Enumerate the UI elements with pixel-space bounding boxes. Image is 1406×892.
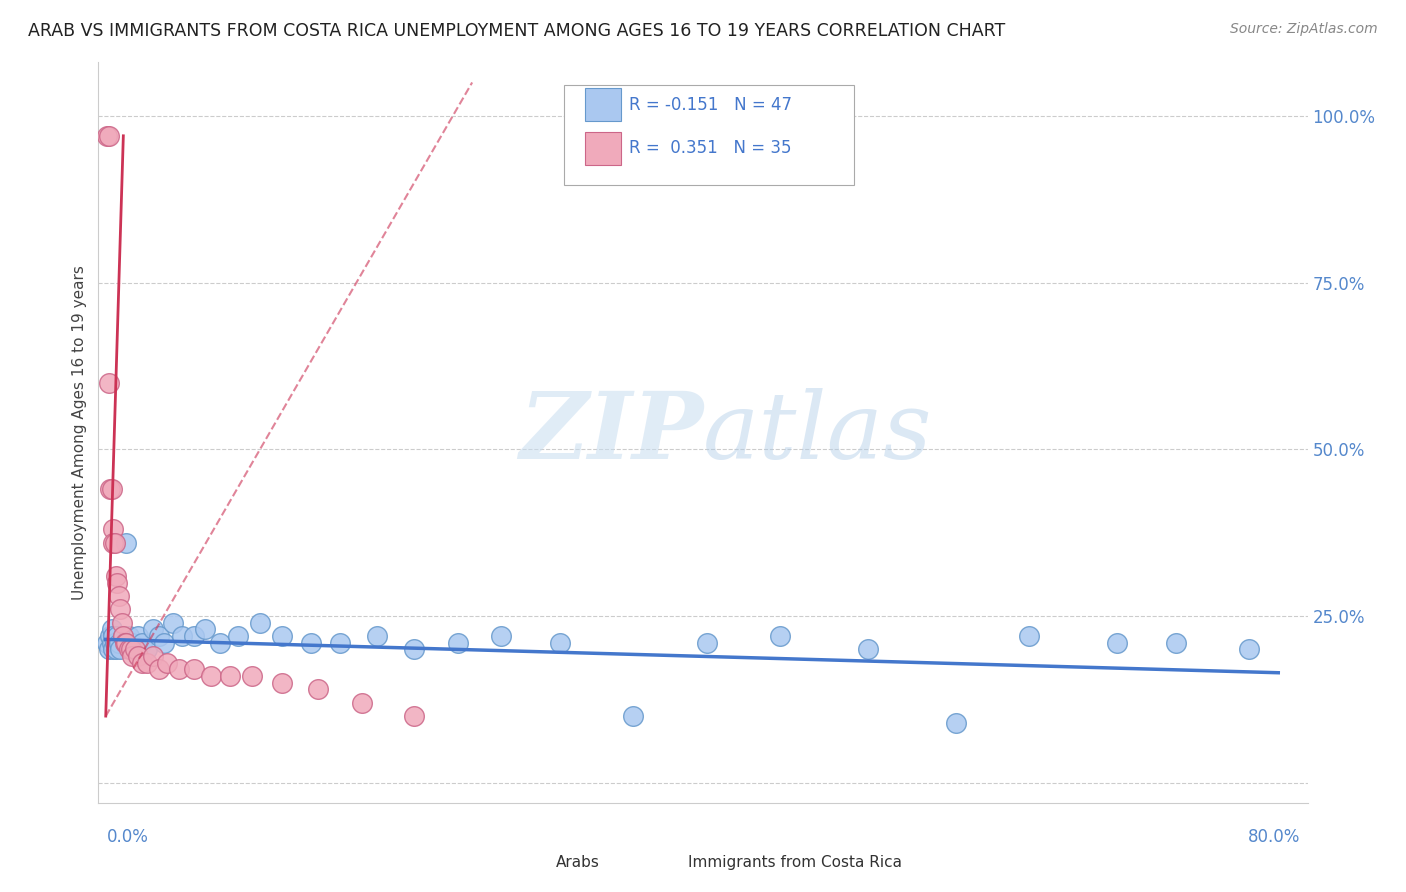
Point — [107, 575, 129, 590]
Point — [108, 589, 131, 603]
Point — [127, 648, 149, 663]
Point — [1105, 636, 1128, 650]
Point — [170, 629, 193, 643]
Point — [249, 615, 271, 630]
Text: R = -0.151   N = 47: R = -0.151 N = 47 — [630, 95, 792, 113]
Point — [209, 636, 232, 650]
Text: atlas: atlas — [703, 388, 932, 477]
Point — [97, 128, 120, 143]
Point — [270, 675, 292, 690]
Point — [101, 535, 124, 549]
Point — [148, 662, 170, 676]
Point — [162, 615, 184, 630]
Point — [194, 623, 217, 637]
FancyBboxPatch shape — [654, 848, 682, 874]
Point — [96, 636, 118, 650]
Point — [100, 623, 122, 637]
Point — [115, 636, 138, 650]
Point — [131, 636, 153, 650]
Point — [153, 636, 176, 650]
Text: ARAB VS IMMIGRANTS FROM COSTA RICA UNEMPLOYMENT AMONG AGES 16 TO 19 YEARS CORREL: ARAB VS IMMIGRANTS FROM COSTA RICA UNEMP… — [28, 22, 1005, 40]
Point — [219, 669, 242, 683]
Point — [156, 656, 179, 670]
Point — [402, 709, 425, 723]
Point — [352, 696, 374, 710]
Point — [100, 483, 122, 497]
Text: ZIP: ZIP — [519, 388, 703, 477]
Text: 0.0%: 0.0% — [107, 828, 149, 847]
FancyBboxPatch shape — [585, 132, 621, 165]
Point — [945, 715, 967, 730]
Point — [105, 642, 128, 657]
Point — [329, 636, 352, 650]
Text: Immigrants from Costa Rica: Immigrants from Costa Rica — [689, 855, 903, 870]
Point — [200, 669, 222, 683]
Point — [240, 669, 263, 683]
Point — [114, 636, 136, 650]
Point — [1018, 629, 1040, 643]
Point — [98, 483, 121, 497]
Point — [105, 569, 128, 583]
Point — [108, 636, 131, 650]
Point — [103, 636, 125, 650]
Text: R =  0.351   N = 35: R = 0.351 N = 35 — [630, 139, 792, 157]
Point — [110, 602, 132, 616]
Point — [97, 642, 120, 657]
Point — [1164, 636, 1187, 650]
FancyBboxPatch shape — [520, 848, 550, 874]
Point — [491, 629, 513, 643]
Text: Arabs: Arabs — [555, 855, 599, 870]
Point — [112, 629, 135, 643]
Point — [110, 642, 132, 657]
Y-axis label: Unemployment Among Ages 16 to 19 years: Unemployment Among Ages 16 to 19 years — [72, 265, 87, 600]
Point — [148, 629, 170, 643]
Point — [446, 636, 468, 650]
Point — [183, 629, 205, 643]
FancyBboxPatch shape — [585, 88, 621, 121]
Point — [299, 636, 322, 650]
Point — [307, 682, 329, 697]
Point — [107, 629, 129, 643]
Point — [120, 642, 142, 657]
Point — [124, 642, 146, 657]
Point — [97, 376, 120, 390]
Point — [121, 648, 143, 663]
Text: Source: ZipAtlas.com: Source: ZipAtlas.com — [1230, 22, 1378, 37]
Point — [101, 642, 124, 657]
Point — [135, 642, 157, 657]
Point — [402, 642, 425, 657]
Point — [131, 656, 153, 670]
Point — [115, 535, 138, 549]
Point — [118, 642, 141, 657]
Text: 80.0%: 80.0% — [1249, 828, 1301, 847]
Point — [226, 629, 249, 643]
Point — [101, 629, 124, 643]
Point — [183, 662, 205, 676]
Point — [103, 535, 125, 549]
Point — [167, 662, 190, 676]
Point — [621, 709, 644, 723]
Point — [96, 128, 118, 143]
Point — [124, 642, 146, 657]
FancyBboxPatch shape — [564, 85, 855, 185]
Point — [142, 623, 165, 637]
Point — [100, 636, 122, 650]
Point — [111, 615, 134, 630]
Point — [112, 629, 135, 643]
Point — [366, 629, 388, 643]
Point — [142, 648, 165, 663]
Point — [769, 629, 792, 643]
Point — [856, 642, 879, 657]
Point — [1237, 642, 1260, 657]
Point — [548, 636, 571, 650]
Point — [135, 656, 157, 670]
Point — [98, 629, 121, 643]
Point — [696, 636, 718, 650]
Point — [121, 636, 143, 650]
Point — [118, 629, 141, 643]
Point — [127, 629, 149, 643]
Point — [270, 629, 292, 643]
Point — [101, 522, 124, 536]
